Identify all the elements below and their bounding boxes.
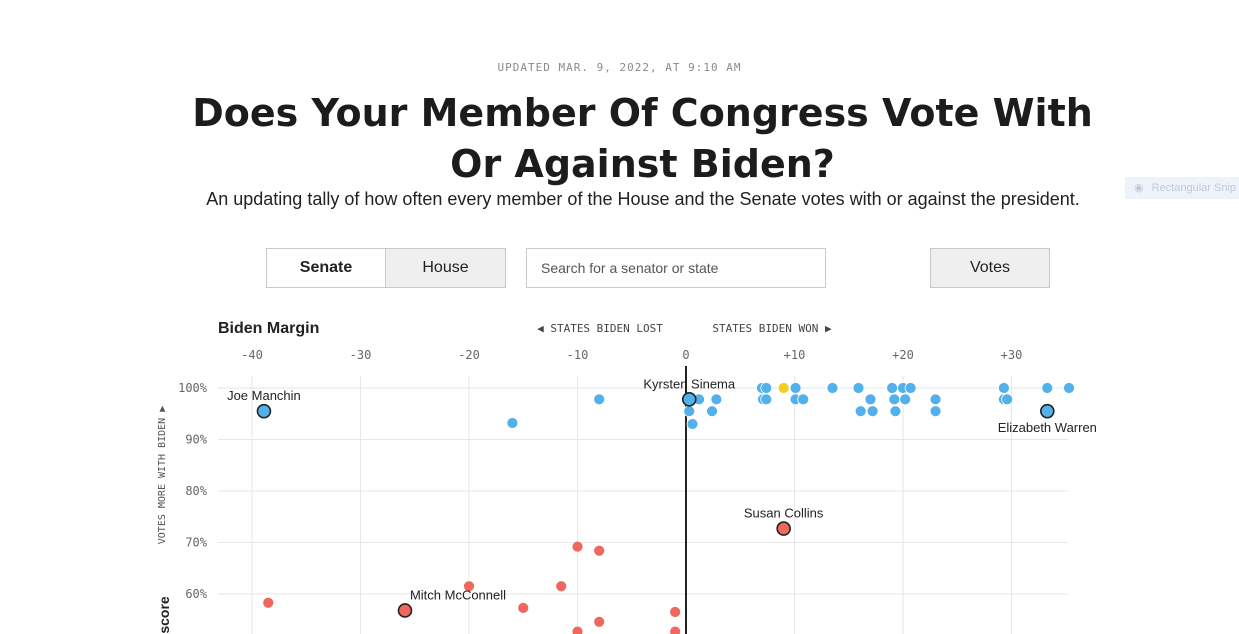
y-tick-label: 100% [178, 381, 208, 395]
democrat-point[interactable] [826, 382, 839, 394]
x-tick-label: +20 [892, 348, 914, 362]
republican-point[interactable] [669, 625, 682, 634]
y-tick-label: 70% [185, 536, 207, 550]
snip-label: Rectangular Snip [1151, 182, 1236, 194]
democrat-point[interactable] [998, 382, 1010, 394]
chart-title: Biden Margin [218, 320, 319, 337]
democrat-point[interactable] [886, 382, 899, 394]
point-label: Susan Collins [744, 506, 824, 521]
x-tick-label: -30 [350, 348, 372, 362]
chart-grid [218, 376, 1068, 634]
republican-point[interactable] [517, 602, 530, 614]
democrat-point[interactable] [864, 393, 877, 406]
senate-tab-button[interactable]: Senate [266, 248, 386, 288]
republican-point[interactable] [593, 544, 606, 557]
republican-point[interactable] [669, 606, 682, 618]
chart-points [262, 382, 1075, 634]
republican-point[interactable] [262, 596, 275, 609]
y-tick-label: 60% [185, 587, 207, 601]
point-label: Joe Manchin [227, 388, 301, 403]
x-tick-label: 0 [682, 348, 689, 362]
democrat-point[interactable] [888, 393, 901, 406]
republican-point[interactable] [555, 580, 568, 593]
democrat-point[interactable] [929, 405, 942, 418]
republican-point[interactable] [571, 540, 584, 553]
republican-point[interactable] [463, 580, 475, 593]
democrat-point[interactable] [710, 393, 723, 406]
point-label: Elizabeth Warren [998, 420, 1097, 435]
independent-point[interactable] [777, 382, 790, 394]
democrat-point[interactable] [929, 393, 942, 406]
highlighted-point[interactable] [776, 521, 791, 536]
democrat-point[interactable] [593, 393, 606, 406]
y-axis-score-label: score [156, 596, 172, 634]
direction-left-label: ◀ STATES BIDEN LOST [537, 322, 663, 335]
search-input[interactable] [526, 248, 826, 288]
snip-icon: ◉ [1134, 182, 1144, 194]
y-axis-ticks: 100% 90% 80% 70% 60% [178, 381, 208, 601]
democrat-point[interactable] [904, 382, 917, 394]
x-tick-label: -20 [458, 348, 480, 362]
page-subtitle: An updating tally of how often every mem… [206, 189, 1080, 209]
democrat-point[interactable] [852, 382, 865, 394]
highlighted-point[interactable] [397, 603, 413, 618]
democrat-point[interactable] [889, 405, 902, 418]
democrat-point[interactable] [866, 405, 879, 418]
point-label: Kyrsten Sinema [643, 376, 736, 391]
republican-point[interactable] [571, 625, 584, 634]
point-label: Mitch McConnell [410, 587, 506, 602]
democrat-point[interactable] [686, 418, 699, 430]
democrat-point[interactable] [760, 382, 773, 394]
democrat-point[interactable] [1063, 382, 1075, 394]
x-axis-ticks: -40 -30 -20 -10 0 +10 +20 +30 [241, 348, 1022, 362]
labeled-points: Joe Manchin Kyrsten Sinema Elizabeth Warre… [227, 376, 1097, 618]
house-tab-button[interactable]: House [386, 248, 506, 288]
democrat-point[interactable] [506, 417, 519, 429]
x-tick-label: -40 [241, 348, 263, 362]
y-tick-label: 90% [185, 433, 207, 447]
democrat-point[interactable] [899, 393, 912, 406]
direction-right-label: STATES BIDEN WON ▶ [712, 322, 832, 335]
democrat-point[interactable] [797, 393, 810, 406]
democrat-point[interactable] [760, 393, 773, 406]
highlighted-point[interactable] [256, 403, 272, 419]
votes-button[interactable]: Votes [930, 248, 1050, 288]
democrat-point[interactable] [683, 405, 696, 418]
y-tick-label: 80% [185, 484, 207, 498]
page-title: Does Your Member Of Congress Vote With O… [192, 91, 1093, 186]
x-tick-label: +10 [784, 348, 806, 362]
republican-point[interactable] [593, 615, 606, 628]
highlighted-point[interactable] [681, 392, 697, 407]
democrat-point[interactable] [789, 382, 802, 394]
democrat-point[interactable] [1001, 393, 1014, 406]
updated-timestamp: UPDATED MAR. 9, 2022, AT 9:10 AM [497, 61, 742, 74]
democrat-point[interactable] [854, 405, 867, 418]
democrat-point[interactable] [706, 405, 718, 418]
highlighted-point[interactable] [1040, 403, 1055, 419]
democrat-point[interactable] [1041, 382, 1054, 394]
snip-overlay: ◉ Rectangular Snip [1125, 177, 1239, 199]
x-tick-label: +30 [1001, 348, 1023, 362]
x-tick-label: -10 [567, 348, 589, 362]
y-axis-label: VOTES MORE WITH BIDEN ▶ [157, 406, 168, 544]
